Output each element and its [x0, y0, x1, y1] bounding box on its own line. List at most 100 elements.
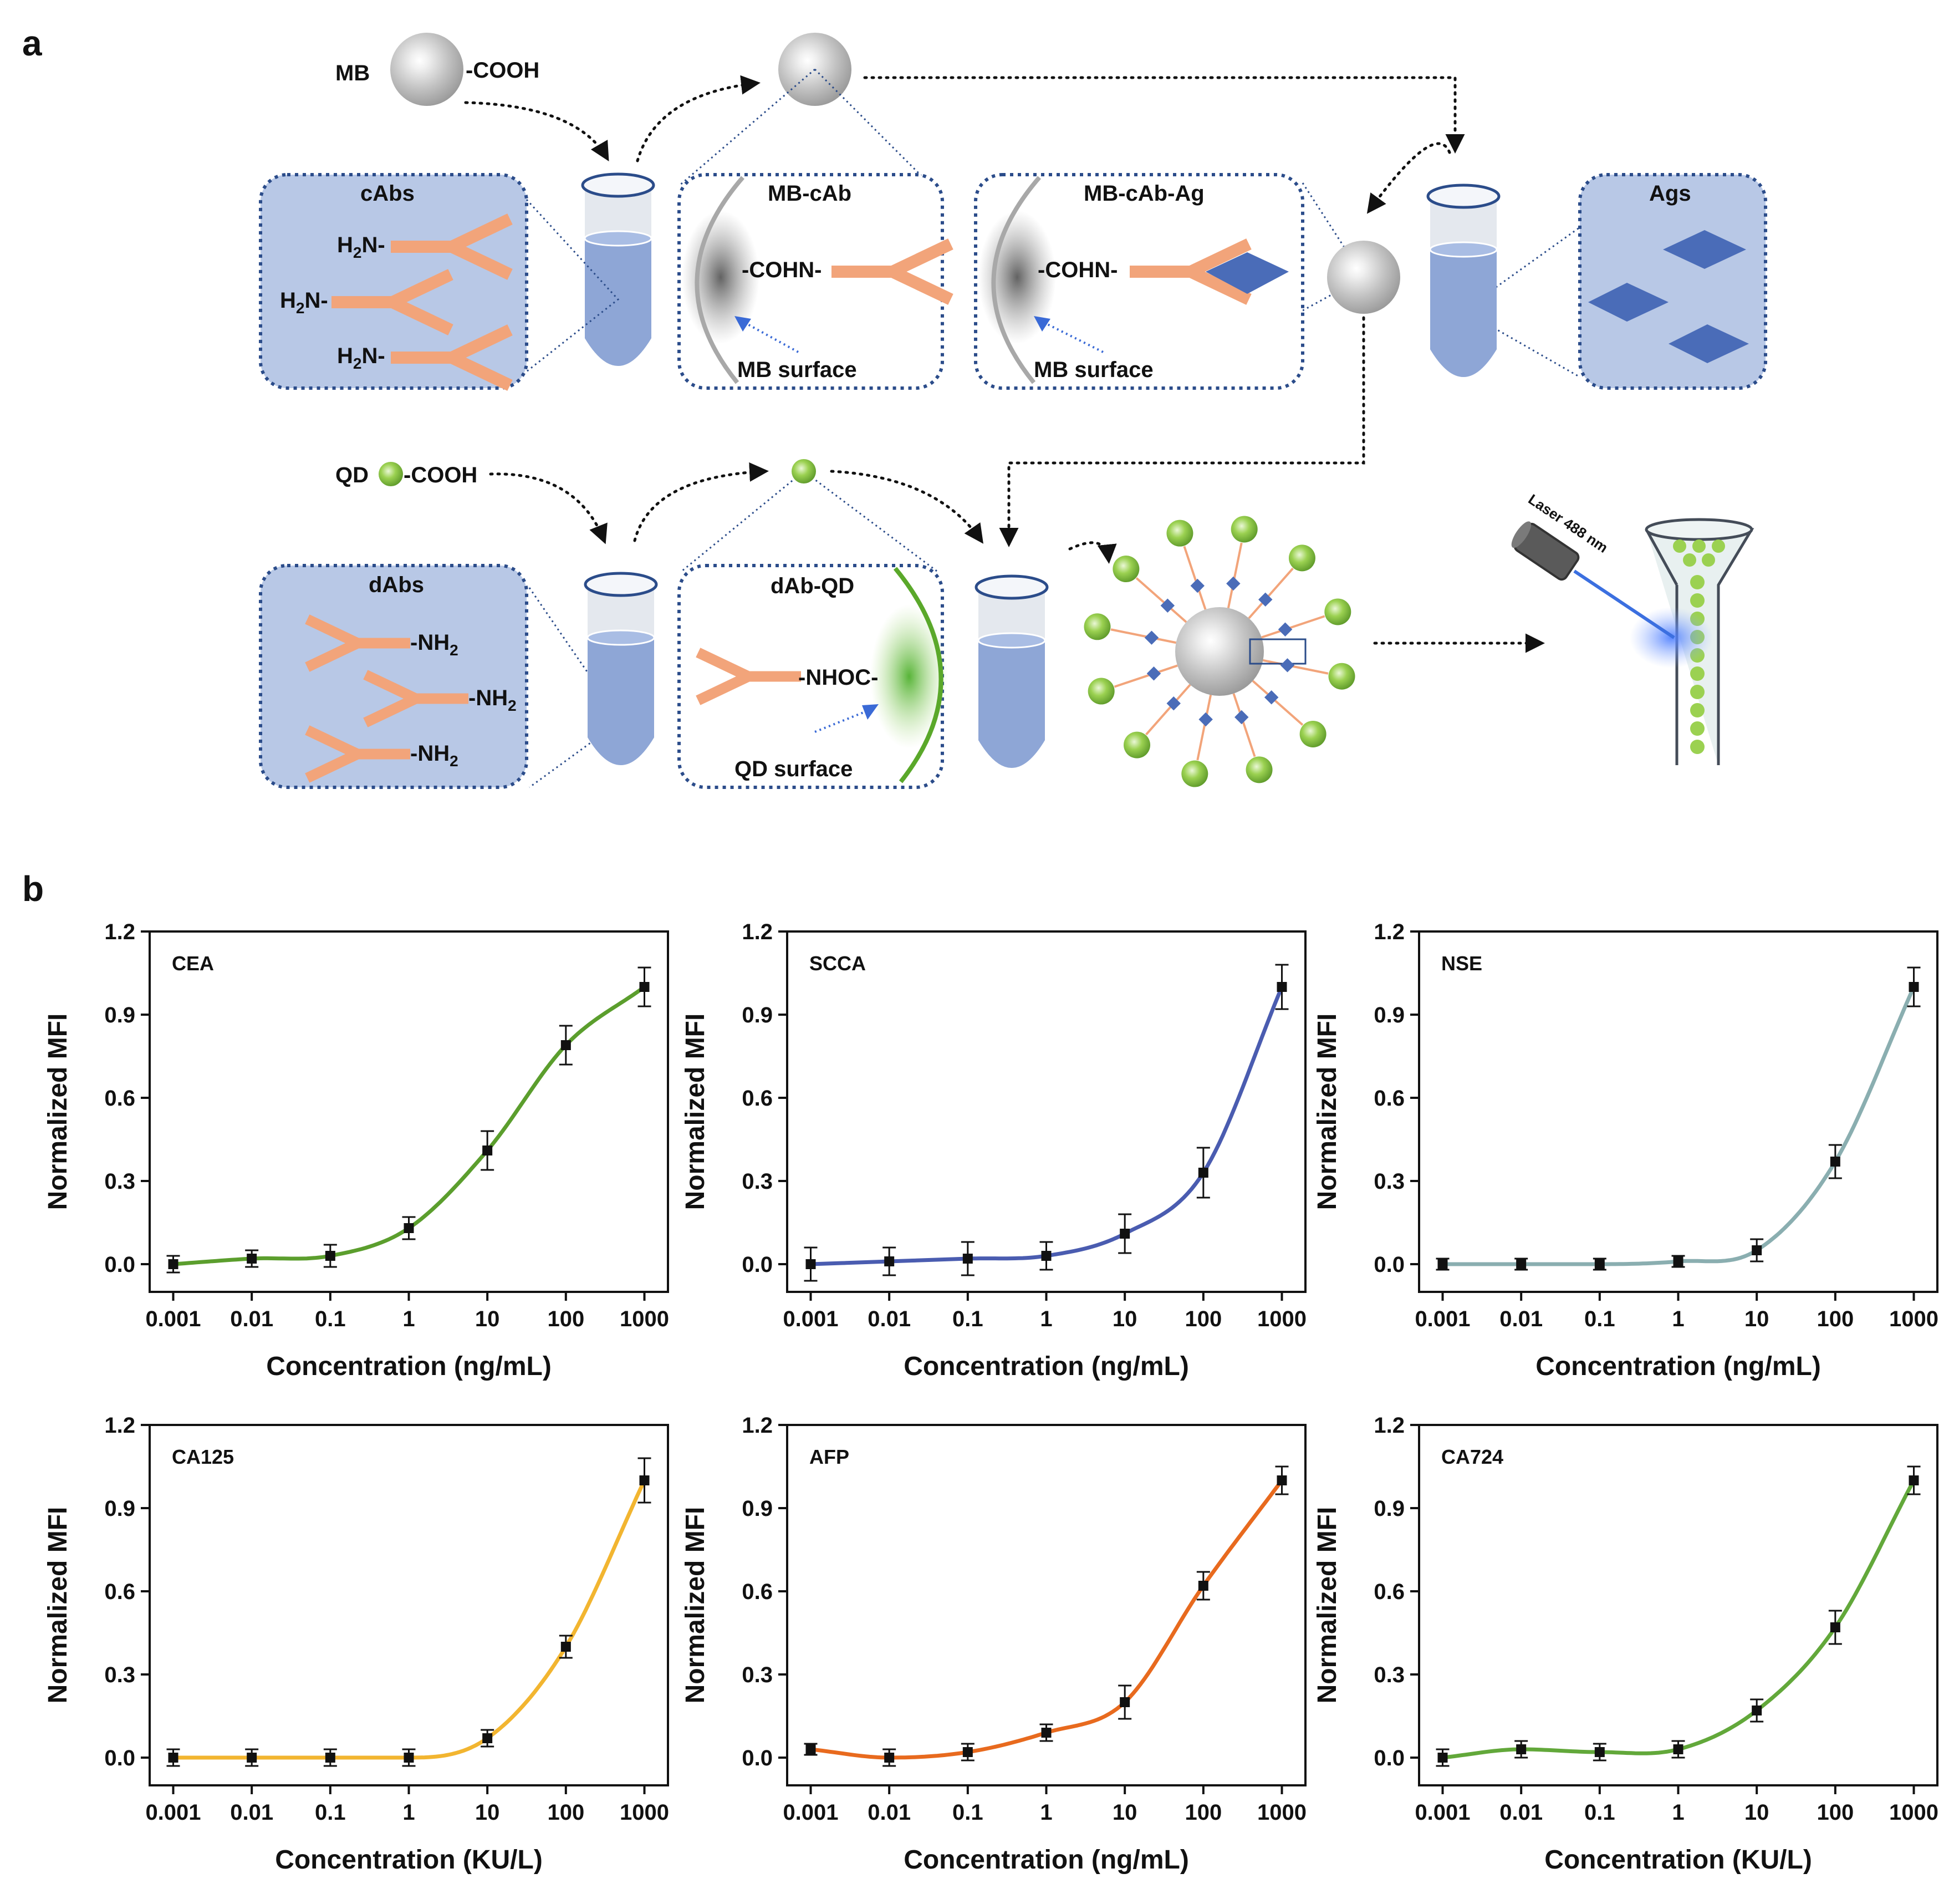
- x-tick-label: 0.1: [952, 1307, 983, 1331]
- y-axis-label: Normalized MFI: [1313, 1507, 1342, 1704]
- dabs-antibody-1: -NH2: [307, 619, 458, 667]
- flow-cytometer: Laser 488 nm: [1511, 491, 1754, 765]
- cyto-bead: [1690, 666, 1705, 681]
- y-tick-label: 0.9: [1374, 1003, 1405, 1027]
- ags-diamond-3: [1669, 324, 1749, 363]
- y-tick-label: 0.3: [742, 1663, 773, 1687]
- y-axis-label: Normalized MFI: [43, 1507, 73, 1704]
- svg-text:-NH2: -NH2: [410, 630, 458, 659]
- x-tick-label: 0.01: [1499, 1307, 1543, 1331]
- complex-spoke: [1110, 628, 1176, 644]
- complex-qd: [1324, 598, 1351, 625]
- complex-antigen: [1198, 712, 1213, 727]
- data-point: [1594, 1747, 1605, 1757]
- complex-qd: [1124, 731, 1151, 758]
- data-point: [1752, 1245, 1762, 1255]
- complex-spoke: [1145, 684, 1191, 736]
- ags-box: [1578, 173, 1767, 390]
- data-point: [884, 1256, 895, 1266]
- cyto-bead: [1690, 721, 1705, 736]
- x-tick-label: 100: [1185, 1800, 1222, 1825]
- data-point: [325, 1251, 335, 1261]
- mbcabag-title: MB-cAb-Ag: [1084, 181, 1205, 206]
- x-tick-label: 0.01: [230, 1307, 273, 1331]
- chart-ca125: 0.0 0.3 0.6 0.9 1.2 0.001 0.01 0.1 1 10 100 1000 CA1…: [43, 1413, 669, 1875]
- y-tick-label: 0.9: [742, 1003, 773, 1027]
- y-tick-label: 1.2: [104, 1413, 135, 1438]
- x-axis-label: Concentration (ng/mL): [904, 1352, 1189, 1381]
- y-tick-label: 0.6: [104, 1580, 135, 1604]
- y-tick-label: 0.9: [104, 1496, 135, 1521]
- dabs-title: dAbs: [369, 573, 424, 597]
- mbcab-link: -COHN-: [742, 258, 822, 282]
- y-tick-label: 0.9: [742, 1496, 773, 1521]
- cyto-bead: [1692, 539, 1706, 553]
- data-point: [805, 1744, 816, 1754]
- y-tick-label: 0.0: [742, 1253, 773, 1277]
- chart-title: CA724: [1441, 1445, 1503, 1468]
- dabs-antibody-2: -NH2: [365, 675, 517, 722]
- mbcabag-box: [974, 173, 1304, 390]
- x-tick-label: 1: [402, 1307, 415, 1331]
- cabs-antibody-2: H2N-: [280, 274, 451, 330]
- mb-bead-icon: [390, 33, 463, 106]
- y-tick-label: 0.3: [1374, 1663, 1405, 1687]
- ags-diamond-1: [1663, 230, 1746, 269]
- x-tick-label: 1000: [620, 1800, 669, 1825]
- cyto-bead: [1702, 553, 1715, 567]
- x-axis-label: Concentration (ng/mL): [904, 1845, 1189, 1875]
- x-axis-label: Concentration (KU/L): [1544, 1845, 1812, 1875]
- complex-qd: [1084, 613, 1111, 640]
- complex-spoke: [1232, 693, 1256, 757]
- complex-qd: [1088, 678, 1115, 705]
- mbcab-surface-label: MB surface: [737, 358, 857, 382]
- data-point: [1516, 1744, 1527, 1754]
- complex-antigen: [1280, 658, 1295, 673]
- x-tick-label: 100: [547, 1800, 584, 1825]
- chart-title: CEA: [172, 952, 214, 975]
- fit-curve: [810, 986, 1284, 1266]
- chart-title: SCCA: [809, 952, 866, 975]
- y-axis-label: Normalized MFI: [1313, 1014, 1342, 1210]
- tube-3: [585, 573, 656, 765]
- y-tick-label: 0.9: [1374, 1496, 1405, 1521]
- data-point: [404, 1753, 414, 1763]
- chart-scca: 0.0 0.3 0.6 0.9 1.2 0.001 0.01 0.1 1 10 100 1000 SCC…: [681, 920, 1307, 1381]
- y-axis-label: Normalized MFI: [681, 1507, 710, 1704]
- y-tick-label: 1.2: [1374, 920, 1405, 944]
- complex-qd: [1288, 544, 1315, 572]
- complex-spoke: [1114, 664, 1178, 688]
- x-tick-label: 10: [475, 1800, 500, 1825]
- x-tick-label: 100: [1817, 1307, 1854, 1331]
- y-tick-label: 0.0: [104, 1746, 135, 1770]
- complex-spoke: [1261, 615, 1325, 639]
- panel-label-a: a: [22, 23, 42, 63]
- svg-text:H2N-: H2N-: [337, 233, 385, 261]
- data-point: [1120, 1697, 1130, 1707]
- plot-frame: [786, 930, 1307, 1293]
- dabs-box: [259, 564, 528, 789]
- flow-arrows-top: [464, 75, 1545, 653]
- x-tick-label: 1: [1672, 1800, 1684, 1825]
- mb-bead-bound-icon: [1327, 241, 1400, 314]
- data-point: [404, 1223, 414, 1233]
- plot-frame: [1418, 1424, 1938, 1786]
- data-point: [639, 982, 650, 992]
- x-tick-label: 10: [1113, 1800, 1137, 1825]
- y-tick-label: 1.2: [104, 920, 135, 944]
- complex-spoke: [1196, 695, 1212, 761]
- cabs-box: [259, 173, 528, 390]
- chart-ca724: 0.0 0.3 0.6 0.9 1.2 0.001 0.01 0.1 1 10 100 1000 CA7…: [1313, 1413, 1938, 1875]
- y-tick-label: 0.0: [1374, 1253, 1405, 1277]
- chart-nse: 0.0 0.3 0.6 0.9 1.2 0.001 0.01 0.1 1 10 100 1000 NSE…: [1313, 920, 1938, 1381]
- cyto-bead: [1690, 575, 1705, 589]
- x-tick-label: 0.1: [315, 1307, 346, 1331]
- cyto-bead: [1673, 539, 1686, 553]
- y-tick-label: 0.3: [1374, 1169, 1405, 1194]
- svg-text:-NH2: -NH2: [410, 741, 458, 770]
- x-tick-label: 100: [1817, 1800, 1854, 1825]
- x-tick-label: 0.1: [315, 1800, 346, 1825]
- complex-qd: [1166, 520, 1193, 547]
- data-point: [482, 1733, 493, 1743]
